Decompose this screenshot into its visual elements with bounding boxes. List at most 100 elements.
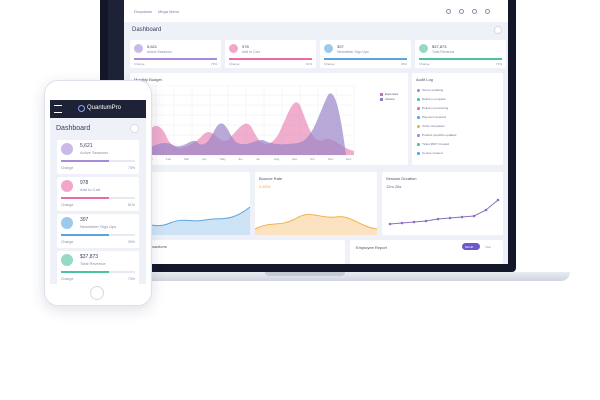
log-dot xyxy=(417,125,420,128)
top-icon[interactable] xyxy=(446,9,451,14)
change-value: 39% xyxy=(127,240,135,244)
change-value: 73% xyxy=(210,62,217,66)
widget-value: 12m 26s xyxy=(386,184,402,189)
log-dot xyxy=(417,134,420,137)
change-value: 39% xyxy=(400,62,407,66)
log-item: Product specifics updated xyxy=(422,133,457,137)
stat-icon xyxy=(419,44,428,53)
progress-fill xyxy=(61,197,109,199)
phone-title: Dashboard xyxy=(56,125,91,132)
progress-bar xyxy=(324,58,407,60)
top-bar xyxy=(124,0,508,22)
month-button[interactable]: Month xyxy=(462,243,480,250)
progress-fill xyxy=(61,160,109,162)
stat-label: Total Revenue xyxy=(432,50,455,54)
stat-value: 978 xyxy=(80,180,89,186)
laptop-base xyxy=(58,272,570,281)
change-label: Change xyxy=(61,166,74,170)
menu-icon[interactable] xyxy=(54,105,62,113)
progress-bar xyxy=(419,58,502,60)
stat-icon xyxy=(61,180,73,192)
stat-value: $37,873 xyxy=(80,254,99,260)
stat-value: 978 xyxy=(242,44,249,49)
stat-icon xyxy=(61,254,73,266)
laptop-notch xyxy=(265,272,345,276)
x-tick-label: Jun xyxy=(238,157,243,161)
widget-value: 2.53% xyxy=(259,184,271,189)
x-tick-label: Apr xyxy=(202,157,207,161)
nav-link[interactable]: Mega Menu xyxy=(158,9,180,14)
top-icon[interactable] xyxy=(472,9,477,14)
x-tick-label: Jul xyxy=(256,157,260,161)
button-label[interactable]: Month xyxy=(465,244,474,249)
stat-label: Active Sessions xyxy=(80,150,109,155)
progress-bar xyxy=(134,58,217,60)
employee-card: Employee Report Month Year xyxy=(350,240,503,264)
stat-card: 978 Add to Cart Change 61% xyxy=(57,177,139,211)
menu-button[interactable] xyxy=(130,124,139,133)
x-tick-label: May xyxy=(220,157,226,161)
log-dot xyxy=(417,107,420,110)
year-button[interactable]: Year xyxy=(485,244,492,249)
top-icon[interactable] xyxy=(485,9,490,14)
log-dot xyxy=(417,143,420,146)
legend-label: Expenses xyxy=(385,92,399,96)
x-tick-label: Mar xyxy=(184,157,190,161)
change-label: Change xyxy=(134,62,145,66)
progress-bar xyxy=(229,58,312,60)
card-title: Employee Report xyxy=(356,245,387,250)
x-tick-label: Sep xyxy=(292,157,298,161)
menu-button[interactable] xyxy=(494,26,502,34)
stat-card: 5,621 Active Sessions Change 73% xyxy=(130,40,221,68)
top-icon[interactable] xyxy=(459,9,464,14)
stat-card: $37,873 Total Revenue Change 73% xyxy=(415,40,506,68)
stat-label: Active Sessions xyxy=(147,50,172,54)
stat-label: Newsletter Sign Ups xyxy=(80,224,117,229)
stat-icon xyxy=(324,44,333,53)
stat-card: $37,873 Total Revenue Change 73% xyxy=(57,251,139,284)
page-title: Dashboard xyxy=(132,27,162,33)
stat-label: Add to Cart xyxy=(80,187,101,192)
log-dot xyxy=(417,116,420,119)
change-value: 73% xyxy=(495,62,502,66)
stat-icon xyxy=(61,217,73,229)
log-item: Ticket #607 Created xyxy=(422,142,449,146)
chart-graphic xyxy=(138,85,355,156)
stat-value: 5,621 xyxy=(147,44,158,49)
x-tick-label: Nov xyxy=(328,157,334,161)
x-tick-label: Feb xyxy=(166,157,172,161)
change-value: 73% xyxy=(127,166,135,170)
stat-card: 307 Newsletter Sign Ups Change 39% xyxy=(320,40,411,68)
chart-graphic xyxy=(388,198,500,226)
stat-label: Total Revenue xyxy=(80,261,106,266)
change-label: Change xyxy=(229,62,240,66)
stat-icon xyxy=(229,44,238,53)
x-tick-label: Aug xyxy=(274,157,280,161)
log-dot xyxy=(417,89,420,92)
stat-card: 5,621 Active Sessions Change 73% xyxy=(57,140,139,174)
log-item: Payment received xyxy=(422,115,447,119)
log-item: Delivery processing xyxy=(422,106,449,110)
nav-link[interactable]: Dropdown xyxy=(134,9,153,14)
chart-graphic xyxy=(255,214,377,235)
progress-fill xyxy=(61,271,109,273)
stat-icon xyxy=(134,44,143,53)
change-label: Change xyxy=(61,203,74,207)
log-item: Delivery complete xyxy=(422,97,446,101)
legend-swatch xyxy=(380,93,383,96)
home-button[interactable] xyxy=(90,286,104,300)
x-tick-label: Oct xyxy=(310,157,315,161)
laptop-screen: Dropdown Mega Menu Dashboard 5,621 Active Se… xyxy=(108,0,508,264)
change-value: 73% xyxy=(127,277,135,281)
log-item: Server updating xyxy=(422,88,444,92)
card-title: Transactions xyxy=(144,244,167,249)
x-tick-label: Dec xyxy=(346,157,352,161)
duration-card: Session Duration 12m 26s xyxy=(382,172,503,235)
log-item: Order completed xyxy=(422,124,445,128)
phone-screen: QuantumPro Dashboard 5,621 Active Sessions C… xyxy=(50,100,146,284)
change-value: 61% xyxy=(127,203,135,207)
card-title: Monthly Budget xyxy=(134,77,162,82)
legend-label: Income xyxy=(385,97,395,101)
